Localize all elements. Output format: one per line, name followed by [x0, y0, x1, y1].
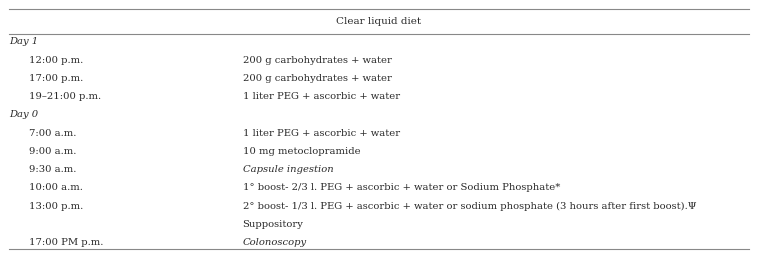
- Text: Day 1: Day 1: [9, 37, 38, 46]
- Text: 19–21:00 p.m.: 19–21:00 p.m.: [29, 92, 101, 101]
- Text: 10:00 a.m.: 10:00 a.m.: [29, 183, 83, 192]
- Text: 7:00 a.m.: 7:00 a.m.: [29, 129, 76, 138]
- Text: Colonoscopy: Colonoscopy: [243, 238, 307, 247]
- Text: Suppository: Suppository: [243, 220, 303, 229]
- Text: 9:00 a.m.: 9:00 a.m.: [29, 147, 76, 156]
- Text: 2° boost- 1/3 l. PEG + ascorbic + water or sodium phosphate (3 hours after first: 2° boost- 1/3 l. PEG + ascorbic + water …: [243, 201, 696, 211]
- Text: 200 g carbohydrates + water: 200 g carbohydrates + water: [243, 56, 391, 65]
- Text: Clear liquid diet: Clear liquid diet: [337, 17, 421, 26]
- Text: 10 mg metoclopramide: 10 mg metoclopramide: [243, 147, 360, 156]
- Text: Capsule ingestion: Capsule ingestion: [243, 165, 334, 174]
- Text: Day 0: Day 0: [9, 110, 38, 119]
- Text: 12:00 p.m.: 12:00 p.m.: [29, 56, 83, 65]
- Text: 1 liter PEG + ascorbic + water: 1 liter PEG + ascorbic + water: [243, 92, 399, 101]
- Text: 13:00 p.m.: 13:00 p.m.: [29, 202, 83, 211]
- Text: 1 liter PEG + ascorbic + water: 1 liter PEG + ascorbic + water: [243, 129, 399, 138]
- Text: 17:00 PM p.m.: 17:00 PM p.m.: [29, 238, 103, 247]
- Text: 17:00 p.m.: 17:00 p.m.: [29, 74, 83, 83]
- Text: 9:30 a.m.: 9:30 a.m.: [29, 165, 76, 174]
- Text: 1° boost- 2/3 l. PEG + ascorbic + water or Sodium Phosphate*: 1° boost- 2/3 l. PEG + ascorbic + water …: [243, 183, 560, 192]
- Text: 200 g carbohydrates + water: 200 g carbohydrates + water: [243, 74, 391, 83]
